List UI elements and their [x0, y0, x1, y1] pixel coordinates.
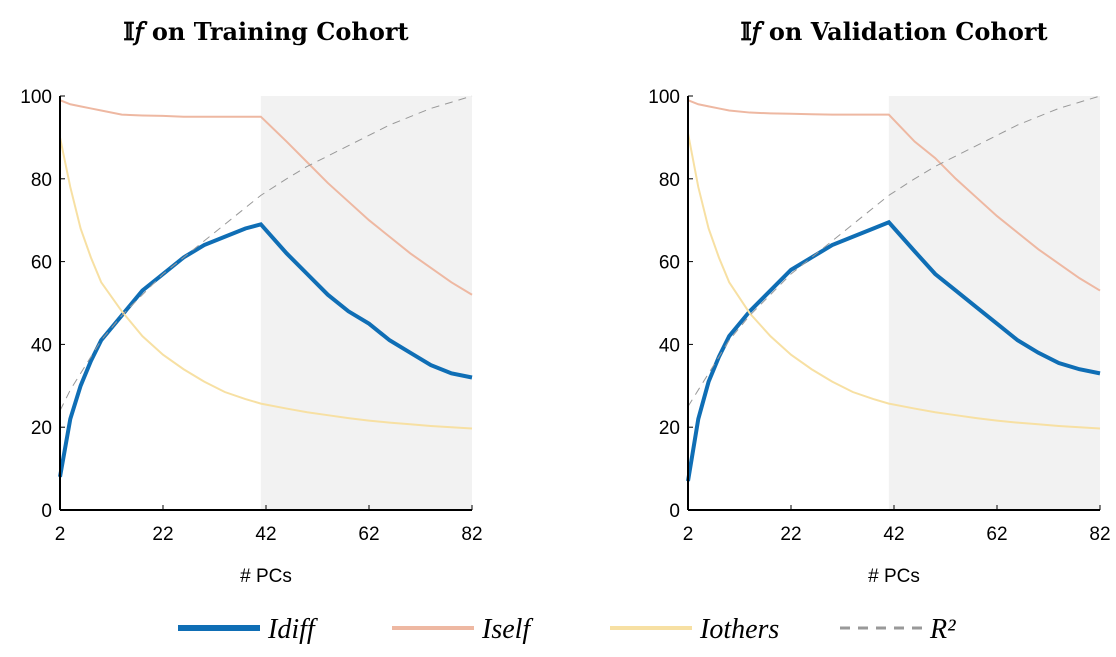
x-tick-label: 62	[358, 524, 379, 545]
x-tick-label: 42	[883, 524, 904, 545]
series-line	[687, 95, 1101, 407]
y-tick-label: 0	[41, 501, 52, 522]
legend-label: R²	[929, 614, 956, 645]
x-axis-label: # PCs	[868, 566, 920, 587]
y-tick-label: 100	[20, 87, 52, 108]
highlight-region	[888, 96, 1100, 510]
x-tick-label: 42	[255, 524, 276, 545]
chart-title: 𝕀𝑓 on Training Cohort	[123, 17, 408, 46]
legend-label: Iself	[481, 614, 533, 645]
x-tick-label: 2	[55, 524, 66, 545]
x-tick-label: 62	[986, 524, 1007, 545]
series-line	[59, 99, 473, 296]
y-tick-label: 80	[659, 170, 680, 191]
y-tick-label: 40	[659, 335, 680, 356]
series-line	[59, 137, 473, 430]
y-tick-label: 60	[31, 253, 52, 274]
y-tick-label: 0	[669, 501, 680, 522]
x-tick-label: 2	[683, 524, 694, 545]
y-tick-label: 60	[659, 253, 680, 274]
x-axis-label: # PCs	[240, 566, 292, 587]
x-tick-label: 22	[780, 524, 801, 545]
chart-title: 𝕀𝑓 on Validation Cohort	[740, 17, 1047, 46]
series-line	[687, 99, 1101, 292]
highlight-region	[260, 96, 472, 510]
x-tick-label: 22	[152, 524, 173, 545]
y-tick-label: 40	[31, 335, 52, 356]
y-tick-label: 100	[648, 87, 680, 108]
series-line	[686, 219, 1101, 482]
series-line	[58, 222, 473, 478]
series-line	[687, 133, 1101, 430]
legend-label: Idiff	[267, 614, 318, 645]
y-tick-label: 80	[31, 170, 52, 191]
series-line	[59, 95, 473, 411]
x-tick-label: 82	[1089, 524, 1110, 545]
y-tick-label: 20	[659, 418, 680, 439]
x-tick-label: 82	[461, 524, 482, 545]
y-tick-label: 20	[31, 418, 52, 439]
legend-label: Iothers	[699, 614, 779, 645]
